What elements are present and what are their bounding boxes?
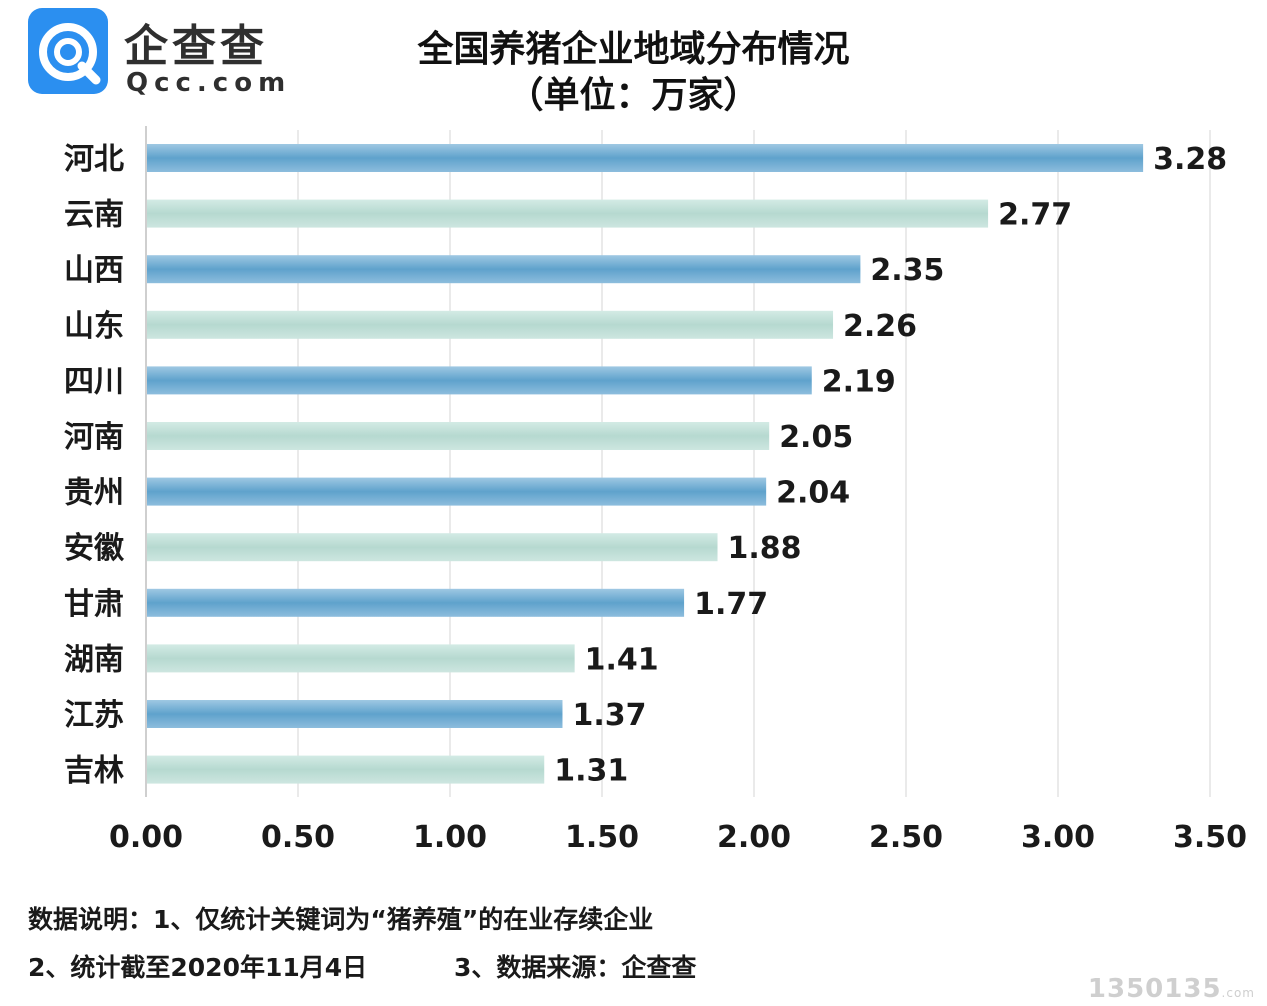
value-label: 2.35 [870,253,944,288]
bar [147,144,1144,172]
watermark-suffix: .com [1221,986,1255,1000]
bar [147,422,770,450]
note-line-2a: 2、统计截至2020年11月4日 [28,953,368,982]
bar-chart: 0.00 0.50 1.00 1.50 2.00 2.50 3.00 3.50 河北 3.28 云南… [64,126,1247,855]
x-tick-label: 2.50 [869,820,943,855]
value-label: 2.05 [779,420,853,455]
value-label: 1.77 [694,587,768,622]
bar [147,644,575,673]
bar [147,199,989,228]
brand-domain: Qcc.com [126,68,292,98]
qcc-logo: 企查查 Qcc.com [28,8,285,100]
x-tick-label: 2.00 [717,820,791,855]
value-label: 2.26 [843,309,917,344]
value-label: 1.41 [585,642,659,677]
note-line-2b: 3、数据来源：企查查 [454,953,697,982]
value-label: 3.28 [1153,142,1227,177]
chart-subtitle: （单位：万家） [507,75,760,116]
category-label: 四川 [64,364,124,399]
value-label: 2.77 [998,198,1072,233]
bar [147,310,834,339]
bar [147,588,685,617]
x-tick-label: 3.00 [1021,820,1095,855]
x-tick-label: 1.50 [565,820,639,855]
category-label: 贵州 [64,476,124,511]
category-label: 云南 [64,198,124,233]
category-label: 甘肃 [64,587,124,622]
category-label: 山西 [64,253,124,288]
bar [147,477,767,506]
x-tick-label: 3.50 [1173,820,1247,855]
x-tick-label: 0.00 [109,820,183,855]
category-label: 湖南 [64,642,124,677]
value-label: 1.88 [728,531,802,566]
category-label: 吉林 [64,754,124,789]
category-label: 江苏 [64,698,124,733]
value-label: 2.04 [776,476,850,511]
x-tick-label: 0.50 [261,820,335,855]
bars [147,144,1144,784]
grid-lines [145,126,1211,797]
bar [147,755,545,784]
bar [147,533,718,562]
watermark-text: 1350135 [1087,974,1222,1004]
value-label: 1.31 [554,754,628,789]
bar [147,255,861,284]
category-label: 安徽 [64,531,125,566]
value-label: 1.37 [572,698,646,733]
category-label: 山东 [64,309,124,344]
note-line-1: 数据说明：1、仅统计关键词为“猪养殖”的在业存续企业 [28,905,654,934]
category-label: 河北 [64,142,124,177]
category-label: 河南 [64,420,124,455]
x-tick-label: 1.00 [413,820,487,855]
qcc-logo-icon [28,8,108,94]
value-label: 2.19 [822,364,896,399]
labels: 0.00 0.50 1.00 1.50 2.00 2.50 3.00 3.50 河北 3.28 云南… [64,142,1247,855]
watermark: 1350135.com [1088,974,1255,1004]
bar [147,700,563,728]
brand-name: 企查查 [124,21,268,72]
chart-title: 全国养猪企业地域分布情况 [417,29,850,70]
bar [147,366,812,395]
